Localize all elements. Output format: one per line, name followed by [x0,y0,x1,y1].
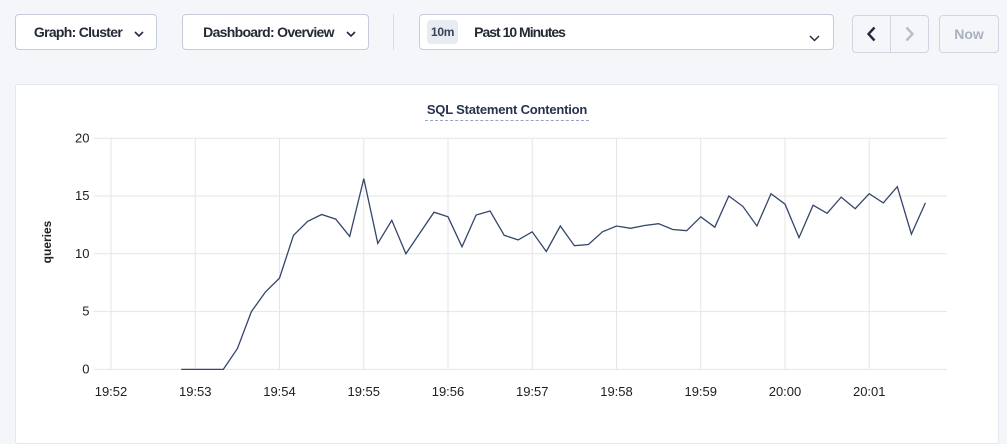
svg-text:20:00: 20:00 [769,384,802,399]
svg-text:10: 10 [75,246,89,261]
svg-text:19:59: 19:59 [684,384,717,399]
svg-text:0: 0 [82,362,89,377]
svg-text:19:56: 19:56 [432,384,465,399]
svg-text:19:55: 19:55 [347,384,380,399]
svg-text:19:54: 19:54 [263,384,296,399]
svg-text:19:52: 19:52 [95,384,128,399]
svg-text:5: 5 [82,304,89,319]
svg-text:19:57: 19:57 [516,384,549,399]
svg-text:15: 15 [75,188,89,203]
svg-text:19:53: 19:53 [179,384,212,399]
svg-text:20:01: 20:01 [853,384,886,399]
svg-text:20: 20 [75,130,89,145]
svg-text:queries: queries [40,220,54,263]
svg-text:19:58: 19:58 [600,384,633,399]
